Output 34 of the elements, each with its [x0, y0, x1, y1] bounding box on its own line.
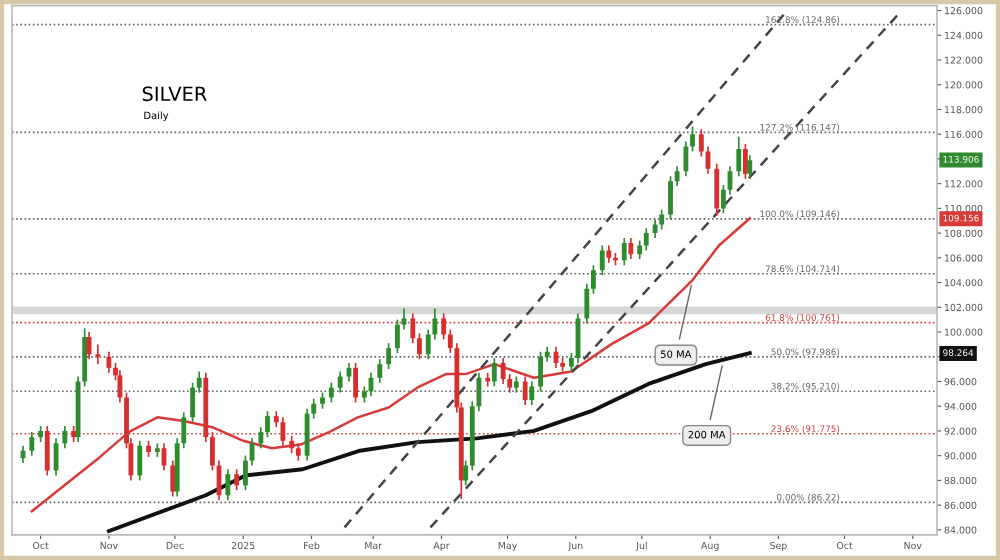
candlestick	[95, 343, 101, 366]
candlestick	[747, 154, 753, 180]
candlestick	[643, 227, 649, 252]
line-series	[106, 351, 752, 534]
candlestick	[386, 342, 392, 370]
candlestick	[742, 143, 748, 180]
candlestick	[328, 381, 334, 404]
candlestick	[522, 375, 528, 406]
candlestick	[170, 459, 176, 498]
candlestick	[736, 135, 742, 178]
candlestick	[225, 468, 231, 502]
candlestick	[280, 416, 286, 447]
candlestick	[377, 358, 383, 384]
candlestick	[628, 237, 634, 260]
text: SILVER	[142, 86, 207, 102]
candlestick	[353, 362, 358, 404]
candlestick	[304, 407, 310, 462]
candlestick	[106, 350, 112, 374]
candlestick	[44, 425, 50, 477]
candlestick	[491, 357, 497, 388]
candlestick	[621, 237, 627, 267]
candlestick	[529, 380, 535, 406]
candlestick	[62, 425, 68, 450]
candlestick	[86, 331, 92, 361]
candlestick	[137, 439, 143, 482]
candlestick	[714, 163, 720, 217]
candlestick	[659, 208, 665, 231]
candlestick	[538, 350, 543, 393]
candlestick	[29, 431, 35, 457]
candlestick	[599, 244, 605, 276]
candlestick	[652, 218, 658, 239]
candlestick	[337, 370, 343, 394]
candlestick	[500, 357, 506, 385]
candlestick	[234, 468, 240, 492]
